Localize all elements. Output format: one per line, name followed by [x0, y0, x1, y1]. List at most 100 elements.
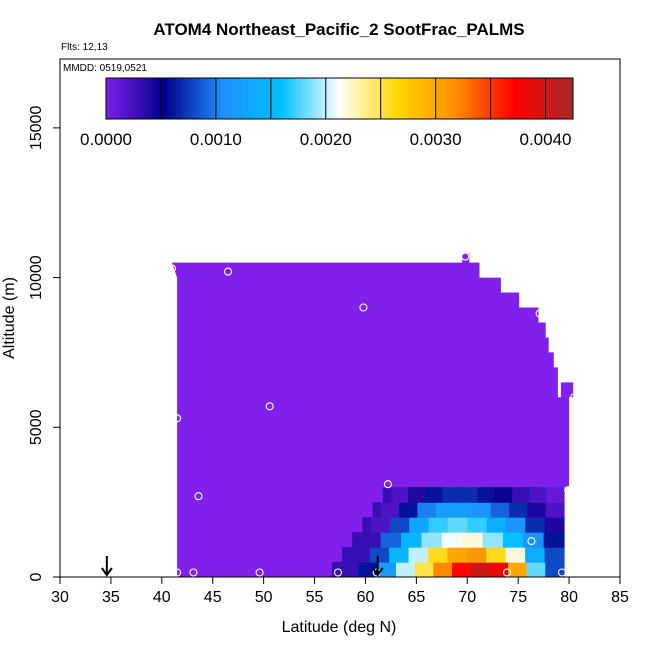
colorbar-swatch	[348, 78, 352, 119]
colorbar-swatch	[120, 78, 125, 119]
sample-point	[527, 537, 536, 546]
colorbar-swatch	[508, 78, 513, 119]
colorbar-swatch	[345, 78, 349, 119]
colorbar-swatch	[310, 78, 314, 119]
colorbar-swatch	[520, 78, 524, 119]
colorbar-tick-label: 0.0020	[300, 130, 352, 149]
colorbar-swatch	[193, 78, 197, 119]
colorbar-swatch	[330, 78, 335, 119]
colorbar-swatch	[459, 78, 463, 119]
sample-point	[173, 414, 182, 423]
colorbar-swatch	[555, 78, 559, 119]
heatmap-cell	[417, 502, 437, 518]
colorbar-swatch	[249, 78, 253, 119]
colorbar-swatch	[374, 78, 378, 119]
heatmap-cell	[494, 487, 513, 503]
colorbar-swatch	[351, 78, 355, 119]
colorbar-swatch	[196, 78, 200, 119]
heatmap-cell	[529, 487, 548, 503]
colorbar-swatch	[231, 78, 235, 119]
colorbar-swatch	[567, 78, 571, 119]
x-tick-label: 70	[458, 589, 476, 606]
colorbar-swatch	[295, 78, 300, 119]
colorbar-swatch	[535, 78, 539, 119]
heatmap-cell	[428, 517, 449, 533]
heatmap-cell	[389, 517, 410, 533]
heatmap-cell	[370, 517, 391, 533]
heatmap-cell	[342, 547, 351, 563]
colorbar-tick-label: 0.0010	[190, 130, 242, 149]
sample-point	[461, 252, 470, 261]
colorbar-swatch	[368, 78, 373, 119]
heatmap-cell	[462, 532, 484, 548]
heatmap-cell	[523, 532, 545, 548]
colorbar-swatch	[158, 78, 162, 119]
colorbar-swatch	[152, 78, 157, 119]
heatmap-cell	[389, 547, 410, 563]
heatmap-cell	[545, 502, 565, 518]
heatmap-cell	[408, 487, 427, 503]
heatmap-cell	[527, 502, 547, 518]
colorbar-swatch	[170, 78, 174, 119]
arrow-marker	[101, 556, 113, 577]
colorbar-swatch	[240, 78, 244, 119]
colorbar-swatch	[397, 78, 402, 119]
heatmap-cell	[401, 532, 423, 548]
x-tick-label: 35	[102, 589, 120, 606]
colorbar-swatch	[502, 78, 507, 119]
colorbar-swatch	[141, 78, 145, 119]
colorbar-swatch	[392, 78, 396, 119]
colorbar-swatch	[284, 78, 288, 119]
colorbar-swatch	[386, 78, 390, 119]
colorbar-swatch	[529, 78, 533, 119]
heatmap-cell	[508, 562, 528, 577]
colorbar-swatch	[465, 78, 469, 119]
colorbar-swatch	[132, 78, 136, 119]
colorbar-swatch	[108, 78, 113, 119]
colorbar-swatch	[292, 78, 297, 119]
colorbar-swatch	[371, 78, 376, 119]
heatmap-field	[172, 253, 574, 577]
heatmap-cell	[460, 487, 478, 503]
colorbar-swatch	[190, 78, 195, 119]
heatmap-cell	[380, 502, 400, 518]
colorbar-swatch	[155, 78, 160, 119]
colorbar-swatch	[138, 78, 142, 119]
x-tick-label: 80	[560, 589, 578, 606]
colorbar-swatch	[479, 78, 484, 119]
sample-point	[535, 309, 544, 318]
colorbar-swatch	[470, 78, 475, 119]
x-tick-label: 45	[204, 589, 222, 606]
heatmap-cell	[525, 547, 546, 563]
x-tick-label: 60	[357, 589, 375, 606]
colorbar-swatch	[164, 78, 168, 119]
heatmap-cell	[380, 532, 402, 548]
colorbar-swatch	[234, 78, 238, 119]
colorbar-swatch	[243, 78, 247, 119]
heatmap-cell	[545, 562, 565, 577]
y-tick-label: 0	[28, 572, 45, 581]
colorbar-swatch	[467, 78, 472, 119]
colorbar-swatch	[126, 78, 130, 119]
colorbar-swatch	[511, 78, 516, 119]
colorbar-swatch	[400, 78, 405, 119]
colorbar-swatch	[184, 78, 189, 119]
heatmap-cell	[409, 517, 430, 533]
heatmap-cell	[408, 547, 429, 563]
heatmap-cell	[396, 562, 416, 577]
colorbar-swatch	[161, 78, 165, 119]
heatmap-cell	[502, 532, 524, 548]
colorbar-swatch	[254, 78, 259, 119]
heatmap-cell	[526, 562, 546, 577]
dates-label: MMDD: 0519,0521	[63, 63, 147, 74]
heatmap-cell	[447, 517, 468, 533]
colorbar-swatch	[208, 78, 212, 119]
colorbar-swatch	[286, 78, 291, 119]
colorbar-swatch	[143, 78, 148, 119]
flights-label: Flts: 12,13	[61, 42, 108, 53]
colorbar-swatch	[301, 78, 305, 119]
heatmap-cell	[352, 532, 361, 548]
colorbar-swatch	[380, 78, 384, 119]
y-axis-label: Altitude (m)	[1, 277, 18, 359]
colorbar-swatch	[211, 78, 215, 119]
